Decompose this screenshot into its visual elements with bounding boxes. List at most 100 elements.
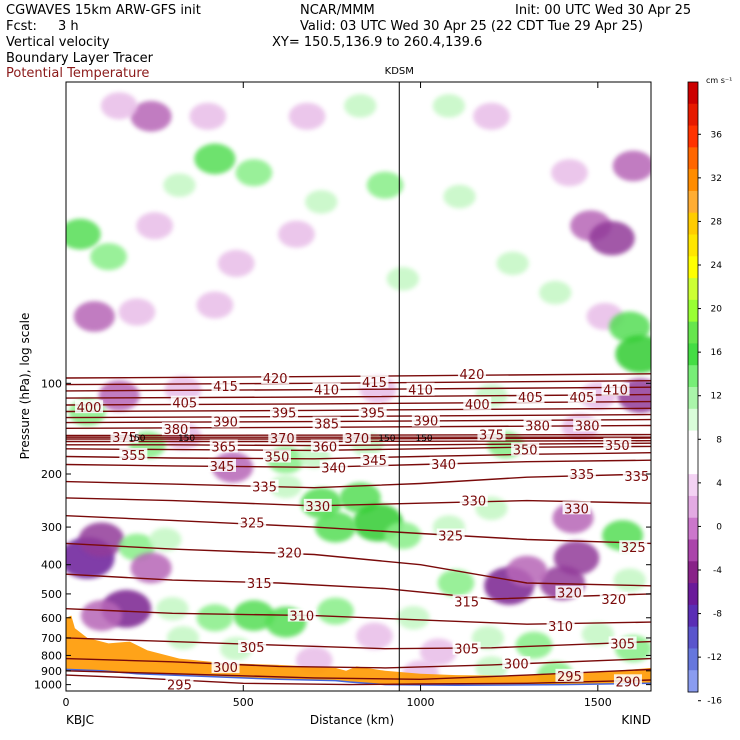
velocity-cell-69 (156, 596, 189, 621)
field-potential-temperature: Potential Temperature (6, 66, 150, 81)
theta-label-bg (601, 382, 630, 396)
x-tick-label-0: 0 (63, 696, 70, 709)
colorbar-swatch-3 (688, 147, 698, 170)
velocity-cell-5 (473, 102, 510, 130)
velocity-cell-26 (496, 251, 529, 276)
theta-400-label-1: 400 (465, 398, 490, 413)
theta-330-label-0: 330 (305, 500, 330, 515)
theta-420-contour (66, 373, 651, 379)
forecast-hour: 3 h (58, 19, 79, 34)
velocity-cell-59 (506, 555, 548, 587)
theta-395-label-1: 395 (360, 407, 385, 422)
theta-410-label-1: 410 (408, 384, 433, 399)
theta-360-label-0: 360 (312, 440, 337, 455)
theta-350-label-2: 350 (605, 439, 630, 454)
theta-405-label-1: 405 (518, 391, 543, 406)
colorbar-label-0: 0 (716, 522, 722, 532)
theta-415-label-0: 415 (213, 380, 238, 395)
theta-label-bg (599, 592, 628, 606)
colorbar-label--16: -16 (707, 697, 722, 707)
velocity-cell-51 (384, 521, 422, 550)
colorbar-label--12: -12 (707, 653, 722, 663)
theta-330-label-2: 330 (564, 502, 589, 517)
velocity-cell-14 (551, 159, 588, 187)
theta-310-label-1: 310 (548, 620, 573, 635)
theta-365-contour (66, 437, 651, 440)
theta-390-label-1: 390 (413, 415, 438, 430)
velocity-cell-6 (432, 94, 466, 118)
theta-label-bg (360, 374, 389, 388)
theta-370-label-0: 370 (270, 432, 295, 447)
theta-label-bg (342, 431, 371, 445)
theta-label-bg (261, 370, 290, 384)
colorbar-swatch-20 (688, 517, 698, 540)
tropopause-150-label-1: 150 (178, 434, 195, 444)
theta-335-contour (66, 473, 651, 489)
velocity-cell-12 (443, 184, 476, 209)
theta-label-bg (452, 641, 481, 655)
velocity-cell-76 (419, 638, 457, 666)
model-title: CGWAVES 15km ARW-GFS init (6, 3, 201, 18)
theta-305-label-1: 305 (454, 643, 479, 658)
colorbar-swatch-8 (688, 256, 698, 279)
theta-380-label-2: 380 (575, 419, 600, 434)
theta-label-bg (238, 639, 267, 653)
theta-label-bg (613, 674, 642, 688)
theta-label-bg (463, 396, 492, 410)
velocity-cell-17 (66, 218, 101, 250)
colorbar-swatch-13 (688, 365, 698, 388)
velocity-cell-4 (344, 94, 377, 118)
theta-320-label-0: 320 (277, 547, 302, 562)
colorbar-swatch-12 (688, 343, 698, 366)
theta-label-bg (312, 382, 341, 396)
velocity-cell-27 (539, 280, 572, 305)
theta-320-label-2: 320 (601, 593, 626, 608)
velocity-cell-29 (609, 311, 651, 343)
velocity-cell-73 (317, 597, 354, 625)
theta-290-label-0: 290 (616, 675, 641, 690)
colorbar-swatch-5 (688, 190, 698, 214)
theta-325-label-0: 325 (240, 517, 265, 532)
theta-label-bg (406, 382, 435, 396)
axes: 0 500 1000 15001002003004005006007008009001… (34, 82, 651, 709)
theta-400-label-0: 400 (77, 401, 102, 416)
velocity-cell-22 (118, 298, 156, 326)
velocity-cell-74 (356, 622, 393, 650)
velocity-cell-18 (90, 243, 127, 271)
velocity-cell-21 (278, 220, 315, 248)
theta-295-label-1: 295 (557, 670, 582, 685)
velocity-cell-7 (194, 143, 236, 175)
x-tick-label-1000: 1000 (407, 696, 435, 709)
theta-315-label-0: 315 (247, 577, 272, 592)
velocity-cell-79 (581, 622, 615, 646)
y-tick-label-600: 600 (41, 612, 62, 625)
theta-label-bg (608, 636, 637, 650)
theta-label-bg (622, 468, 651, 482)
theta-label-bg (603, 437, 632, 451)
theta-label-bg (303, 498, 332, 512)
colorbar-swatch-7 (688, 234, 698, 257)
init-time: Init: 00 UTC Wed 30 Apr 25 (515, 3, 692, 18)
y-tick-label-200: 200 (41, 468, 62, 481)
colorbar-label-32: 32 (711, 174, 722, 184)
velocity-cell-20 (217, 249, 255, 278)
theta-300-label-0: 300 (213, 661, 238, 676)
right-endpoint-label: KIND (621, 713, 651, 727)
theta-label-bg (567, 467, 596, 481)
field-vertical-velocity: Vertical velocity (6, 35, 110, 50)
theta-395-contour (66, 407, 651, 413)
colorbar-label-24: 24 (711, 261, 723, 271)
colorbar-frame (687, 81, 699, 693)
theta-label-bg (310, 439, 339, 453)
theta-label-bg (165, 677, 194, 691)
y-tick-label-900: 900 (41, 665, 62, 678)
velocity-cell-2 (189, 102, 227, 130)
velocity-cell-0 (130, 100, 172, 132)
theta-label-bg (511, 442, 540, 456)
theta-370-label-1: 370 (344, 432, 369, 447)
colorbar-swatch-2 (688, 125, 698, 148)
theta-305-contour (66, 637, 651, 650)
theta-325-contour (66, 515, 651, 545)
